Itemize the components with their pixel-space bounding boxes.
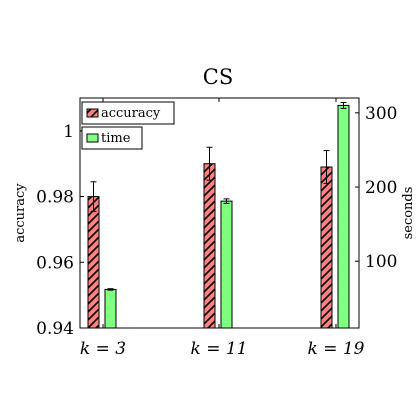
- bar-accuracy: [87, 196, 100, 329]
- bar-accuracy: [203, 163, 216, 329]
- x-tick-label: k = 3: [80, 339, 126, 359]
- legend-label-accuracy: accuracy: [101, 106, 161, 121]
- legend-box-accuracy: [81, 101, 175, 125]
- y2-tick-label: 300: [365, 104, 397, 124]
- y-axis-label: accuracy: [13, 183, 28, 243]
- y-tick-label: 0.98: [36, 188, 74, 208]
- y2-tick-label: 100: [365, 252, 397, 272]
- x-tick-label: k = 11: [191, 339, 248, 359]
- legend-swatch-accuracy: [86, 108, 99, 118]
- bar-time: [104, 288, 117, 329]
- y2-tick-label: 200: [365, 178, 397, 198]
- y2-axis-label: seconds: [401, 187, 416, 240]
- legend-swatch-time: [86, 133, 99, 143]
- x-tick-label: k = 19: [308, 339, 365, 359]
- chart-title: CS: [203, 65, 233, 89]
- y-tick-label: 0.94: [36, 319, 74, 339]
- legend-box-time: [81, 126, 143, 150]
- bar-time: [337, 104, 350, 329]
- y-tick-label: 0.96: [36, 253, 74, 273]
- legend-label-time: time: [101, 131, 131, 146]
- y-tick-label: 1: [63, 122, 74, 142]
- bar-accuracy: [320, 166, 333, 329]
- bar-time: [220, 200, 233, 329]
